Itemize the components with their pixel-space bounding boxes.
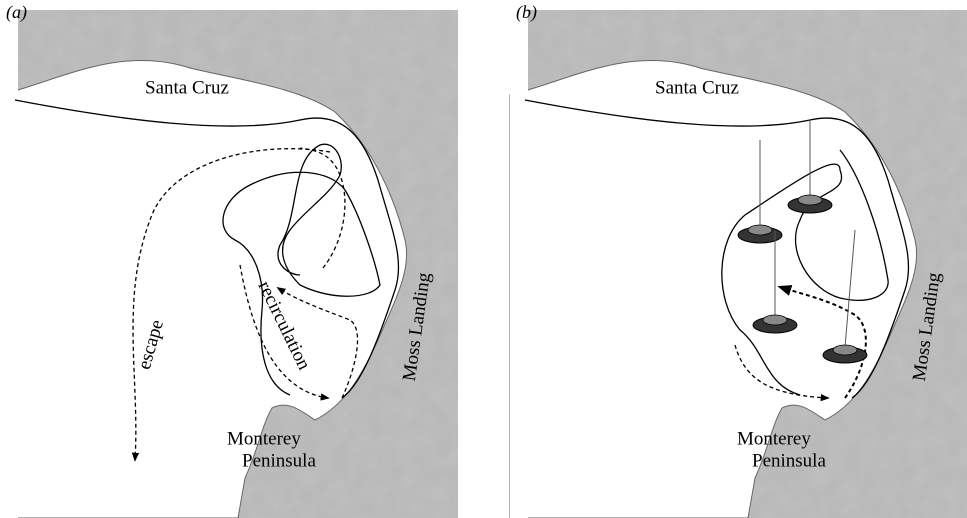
place-label: Monterey	[227, 428, 301, 449]
mask-top	[510, 0, 967, 10]
place-label: Peninsula	[242, 450, 316, 471]
vehicle-top	[763, 315, 787, 325]
panel-label: (b)	[516, 2, 537, 23]
vehicle-top	[798, 195, 822, 205]
place-label: Santa Cruz	[145, 77, 229, 98]
place-label: Monterey	[737, 428, 811, 449]
place-label: Santa Cruz	[655, 77, 739, 98]
place-label: Peninsula	[752, 450, 826, 471]
vehicle-top	[748, 225, 772, 235]
mask-left	[0, 0, 18, 518]
panel-label: (a)	[6, 2, 27, 23]
figure: escaperecirculation(a)Santa CruzMoss Lan…	[0, 0, 967, 518]
mask-top	[0, 0, 470, 10]
vehicle-top	[833, 345, 857, 355]
mask-left	[510, 0, 528, 518]
